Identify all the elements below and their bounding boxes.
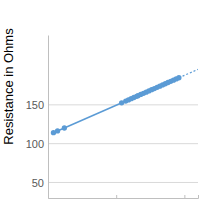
forecast-line [179,69,198,77]
plot-area [51,69,198,135]
x-tick [184,195,185,198]
y-tick: 100 [26,138,48,150]
grid [48,105,198,183]
y-tick: 150 [26,99,48,111]
grid-line [48,143,198,144]
chart: 50 100 150 Resistance in Ohms [0,0,200,200]
point [176,75,181,80]
y-tick-label: 50 [32,176,44,188]
y-tick: 50 [32,176,48,188]
x-tick-mark [48,195,49,198]
x-tick [116,195,117,198]
point [55,128,60,133]
y-axis: 50 100 150 [26,36,49,199]
point [62,125,67,130]
y-tick-label: 100 [26,138,44,150]
y-tick-label: 150 [26,99,44,111]
x-tick-mark [184,195,185,198]
y-axis-title: Resistance in Ohms [1,28,16,145]
y-axis-line [48,36,49,199]
x-axis [49,195,199,199]
x-tick [48,195,49,198]
trendline [53,78,178,133]
grid-line [48,182,198,183]
x-tick-mark [116,195,117,198]
x-axis-line [49,195,199,199]
